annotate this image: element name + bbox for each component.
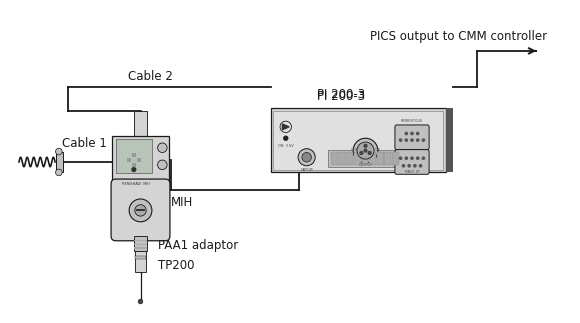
Bar bbox=[134, 111, 147, 136]
Bar bbox=[377, 151, 383, 165]
Bar bbox=[273, 111, 443, 170]
Text: OUTPUT: OUTPUT bbox=[358, 163, 372, 167]
Bar bbox=[346, 151, 353, 165]
Polygon shape bbox=[282, 124, 289, 130]
Circle shape bbox=[419, 165, 422, 167]
Text: ON  3.5V: ON 3.5V bbox=[278, 144, 293, 148]
Circle shape bbox=[284, 136, 288, 141]
Bar bbox=[339, 151, 346, 165]
Circle shape bbox=[132, 168, 136, 172]
Text: Cable 2: Cable 2 bbox=[128, 70, 173, 83]
Circle shape bbox=[400, 157, 402, 159]
Text: DATUM: DATUM bbox=[300, 168, 313, 172]
Text: PI 200-3: PI 200-3 bbox=[317, 88, 365, 101]
Bar bbox=[132, 163, 136, 167]
Circle shape bbox=[414, 165, 416, 167]
Bar bbox=[134, 236, 147, 251]
Circle shape bbox=[422, 157, 425, 159]
Bar bbox=[331, 151, 338, 165]
Bar bbox=[132, 158, 136, 162]
Bar bbox=[134, 244, 147, 245]
Circle shape bbox=[408, 165, 410, 167]
Text: MIH: MIH bbox=[171, 196, 193, 209]
Circle shape bbox=[364, 144, 367, 147]
Circle shape bbox=[56, 148, 62, 155]
FancyBboxPatch shape bbox=[395, 150, 429, 174]
Circle shape bbox=[135, 205, 146, 216]
Circle shape bbox=[280, 121, 292, 132]
Text: Cable 1: Cable 1 bbox=[61, 138, 107, 151]
Text: PI 200-3: PI 200-3 bbox=[317, 90, 365, 103]
Bar bbox=[132, 153, 136, 157]
Circle shape bbox=[403, 165, 405, 167]
Bar bbox=[134, 240, 147, 241]
Text: PROBE/STYLUS: PROBE/STYLUS bbox=[401, 119, 423, 123]
Circle shape bbox=[411, 157, 413, 159]
Circle shape bbox=[138, 299, 143, 304]
Bar bbox=[385, 151, 391, 165]
Bar bbox=[137, 158, 140, 162]
Circle shape bbox=[129, 199, 152, 222]
Circle shape bbox=[405, 132, 408, 135]
Bar bbox=[446, 108, 453, 172]
Bar bbox=[369, 151, 376, 165]
Text: RENISHAW  MIH: RENISHAW MIH bbox=[122, 182, 150, 186]
Circle shape bbox=[56, 169, 62, 176]
Circle shape bbox=[368, 151, 371, 154]
Circle shape bbox=[353, 138, 378, 163]
Bar bbox=[135, 251, 146, 272]
Circle shape bbox=[416, 157, 419, 159]
Circle shape bbox=[158, 160, 167, 170]
Circle shape bbox=[416, 132, 419, 135]
Text: MACH. I/P: MACH. I/P bbox=[405, 171, 419, 174]
Bar bbox=[127, 158, 131, 162]
Circle shape bbox=[400, 139, 402, 141]
Circle shape bbox=[405, 157, 408, 159]
Circle shape bbox=[360, 151, 363, 154]
FancyBboxPatch shape bbox=[395, 125, 429, 150]
Bar bbox=[135, 256, 146, 259]
Bar bbox=[134, 247, 147, 249]
Circle shape bbox=[302, 152, 311, 162]
Bar bbox=[354, 151, 361, 165]
Bar bbox=[362, 151, 368, 165]
Text: COMPENSATOR: COMPENSATOR bbox=[350, 148, 380, 151]
Bar bbox=[392, 151, 398, 165]
Bar bbox=[116, 139, 152, 173]
Circle shape bbox=[405, 139, 408, 141]
Text: PICS output to CMM controller: PICS output to CMM controller bbox=[370, 30, 548, 43]
FancyBboxPatch shape bbox=[111, 179, 170, 241]
Circle shape bbox=[357, 142, 374, 159]
Circle shape bbox=[364, 149, 367, 152]
Bar bbox=[56, 151, 63, 172]
Bar bbox=[270, 108, 446, 172]
Circle shape bbox=[298, 149, 315, 166]
Bar bbox=[112, 136, 169, 184]
Circle shape bbox=[411, 139, 413, 141]
Circle shape bbox=[422, 139, 425, 141]
Bar bbox=[328, 150, 404, 167]
Circle shape bbox=[416, 139, 419, 141]
Circle shape bbox=[158, 143, 167, 152]
Circle shape bbox=[411, 132, 413, 135]
Text: PAA1 adaptor: PAA1 adaptor bbox=[158, 239, 238, 252]
Text: TP200: TP200 bbox=[158, 259, 194, 272]
